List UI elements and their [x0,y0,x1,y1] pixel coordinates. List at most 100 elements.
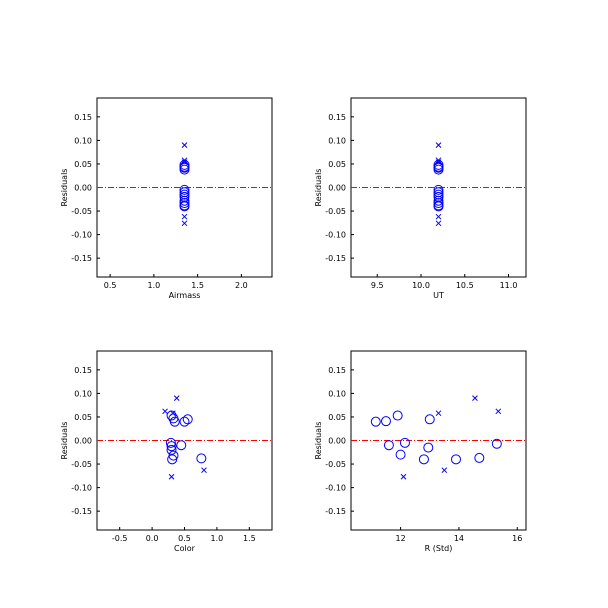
y-tick-label: 0.05 [74,413,92,422]
x-marker [435,142,442,148]
y-tick-label: 0.00 [328,437,346,446]
y-tick-label: 0.10 [328,136,346,145]
x-marker [173,395,180,401]
circle-marker [179,187,190,198]
circle-marker [392,410,403,421]
x-marker [181,159,188,165]
x-tick-label: 1.0 [148,281,161,290]
x-marker [181,142,188,148]
y-tick-label: 0.10 [74,136,92,145]
x-marker [435,159,442,165]
circle-marker [433,201,444,212]
y-tick-label: 0.00 [328,184,346,193]
x-marker [181,220,188,227]
x-marker [495,408,502,415]
y-tick-label: 0.00 [74,184,92,193]
x-marker [400,473,407,480]
circle-marker [433,198,444,209]
circle-marker [433,164,444,175]
y-tick-label: -0.05 [71,207,92,216]
y-tick-label: -0.10 [71,484,92,493]
x-marker [435,213,442,220]
x-marker [201,467,207,474]
y-tick-label: 0.15 [74,113,92,122]
x-marker [435,157,442,164]
y-tick-label: 0.05 [328,413,346,422]
x-tick-label: -0.5 [112,534,128,543]
y-axis-label: Residuals [60,169,69,207]
x-tick-label: 1.5 [191,281,204,290]
x-tick-label: 0.5 [178,534,191,543]
panel-3: -0.15 -0.10 -0.05 0.00 0.05 0.10 0.15 -0.5 0.0 0.… [60,350,273,553]
y-tick-label: 0.15 [328,366,346,375]
circle-marker [179,184,190,195]
circle-marker [165,437,176,448]
circle-marker [179,195,190,206]
circle-marker [166,410,177,421]
circle-marker [451,454,461,465]
y-tick-label: 0.00 [74,437,92,446]
y-axis-label: Residuals [314,422,323,460]
circle-marker [179,164,190,175]
circle-marker [166,441,177,452]
circle-marker [176,440,187,451]
x-tick-label: 10.0 [412,281,430,290]
x-marker [435,410,442,417]
x-tick-label: 10.5 [456,281,474,290]
y-tick-label: -0.15 [325,254,346,263]
y-tick-label: -0.10 [325,484,346,493]
x-marker [181,213,188,220]
circle-marker [381,416,391,427]
x-marker [181,157,188,164]
circle-marker [433,189,444,200]
circle-marker [166,444,177,455]
y-tick-label: -0.10 [325,231,346,240]
circle-marker [399,437,410,448]
circle-marker [169,416,180,427]
circle-marker [179,198,190,209]
x-marker [162,408,168,415]
x-axis-label: R (Std) [425,544,453,553]
y-axis-label: Residuals [314,169,323,207]
x-marker [472,395,478,401]
y-axis-label: Residuals [60,422,69,460]
circle-marker [383,440,394,451]
x-tick-label: 14 [454,534,464,543]
circle-marker [474,452,485,463]
y-tick-label: 0.10 [328,389,346,398]
x-tick-label: 1.0 [211,534,224,543]
circle-marker [423,442,434,453]
circle-marker [433,184,444,195]
circle-marker [196,453,207,464]
y-tick-label: -0.10 [71,231,92,240]
circle-marker [491,438,502,449]
circle-marker [433,195,444,206]
x-tick-label: 16 [512,534,522,543]
panel-2: -0.15 -0.10 -0.05 0.00 0.05 0.10 0.15 9.5 10.0 10… [314,97,527,300]
x-marker [441,467,448,474]
circle-marker [179,201,190,212]
x-marker [169,410,176,417]
panel-4: -0.15 -0.10 -0.05 0.00 0.05 0.10 0.15 12 14 16 R (… [314,350,527,553]
circle-marker [182,414,193,425]
x-tick-label: 0.5 [104,281,117,290]
x-axis-label: Color [174,544,196,553]
circle-marker [370,416,381,427]
x-tick-label: 12 [395,534,405,543]
panel-1: -0.15 -0.10 -0.05 0.00 0.05 0.10 0.15 0.5 1.0 1.5… [60,97,273,300]
y-tick-label: 0.15 [328,113,346,122]
circle-marker [179,416,190,427]
y-tick-label: -0.05 [71,460,92,469]
x-tick-label: 9.5 [371,281,384,290]
circle-marker [418,454,429,465]
y-tick-label: 0.05 [74,160,92,169]
y-tick-label: -0.15 [71,507,92,516]
x-tick-label: 0.0 [146,534,159,543]
circle-marker [395,449,406,460]
x-tick-label: 2.0 [235,281,248,290]
circle-marker [433,187,444,198]
circle-marker [424,414,435,425]
y-tick-label: -0.15 [325,507,346,516]
x-marker [435,220,442,227]
